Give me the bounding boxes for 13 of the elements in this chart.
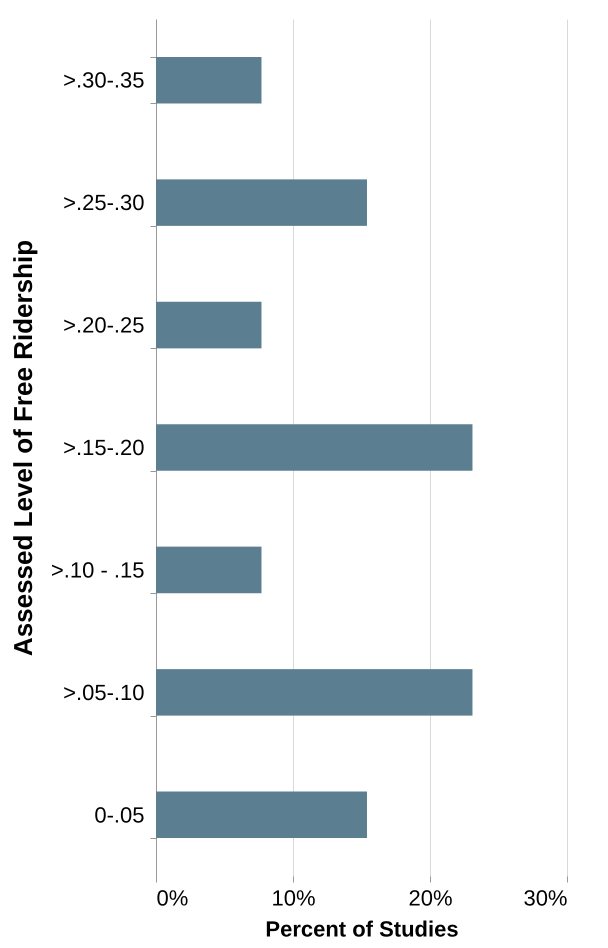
x-axis-title: Percent of Studies xyxy=(265,916,459,942)
y-tick-label: >.30-.35 xyxy=(63,68,144,93)
x-tick-label: 30% xyxy=(523,886,568,910)
y-tick-label: >.05-.10 xyxy=(63,680,144,705)
y-tick-label: >.20-.25 xyxy=(63,312,144,338)
y-axis-title: Assessed Level of Free Ridership xyxy=(8,240,38,656)
y-tick-label: >.25-.30 xyxy=(63,190,144,216)
x-tick-label: 20% xyxy=(408,886,453,910)
x-tick-label: 0% xyxy=(156,886,188,910)
y-tick-label: >.15-.20 xyxy=(63,435,144,460)
y-tick-label: 0-.05 xyxy=(94,802,144,828)
y-tick-label: >.10 - .15 xyxy=(50,557,144,582)
x-tick-label: 10% xyxy=(271,886,316,910)
